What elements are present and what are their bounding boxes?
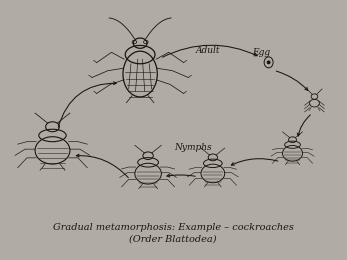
- Ellipse shape: [268, 61, 270, 64]
- Text: Gradual metamorphosis: Example – cockroaches: Gradual metamorphosis: Example – cockroa…: [52, 223, 294, 232]
- Text: Nymphs: Nymphs: [174, 144, 212, 152]
- Text: Adult: Adult: [196, 46, 220, 55]
- Text: Egg: Egg: [252, 48, 270, 57]
- Text: (Order Blattodea): (Order Blattodea): [129, 235, 217, 244]
